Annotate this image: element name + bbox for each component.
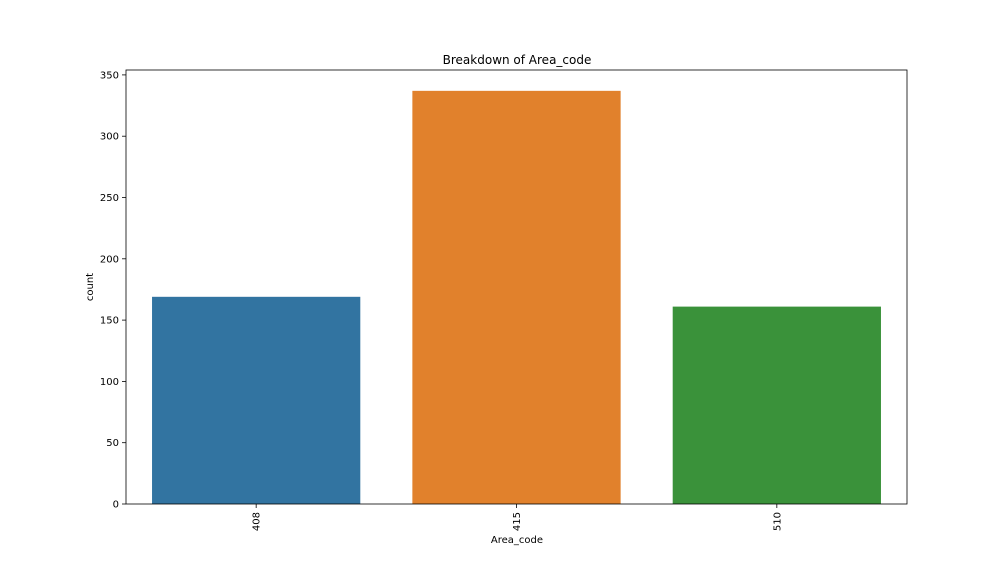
x-tick-label: 510 xyxy=(772,512,783,531)
y-tick-label: 300 xyxy=(100,132,119,143)
y-tick-label: 350 xyxy=(100,70,119,81)
y-tick-label: 50 xyxy=(106,438,119,449)
chart-title: Breakdown of Area_code xyxy=(443,53,592,67)
plot-frame xyxy=(125,69,908,505)
y-tick-label: 0 xyxy=(113,500,119,511)
y-tick-label: 250 xyxy=(100,193,119,204)
bar-510 xyxy=(672,306,881,504)
bars-group xyxy=(152,90,881,505)
y-axis: 0 50 100 150 200 250 300 350 xyxy=(100,70,126,511)
bar-415 xyxy=(412,90,621,505)
x-tick-label: 415 xyxy=(512,512,523,531)
bar-408 xyxy=(152,296,361,504)
x-tick-label: 408 xyxy=(252,512,263,531)
y-axis-label: count xyxy=(85,273,96,301)
y-tick-label: 150 xyxy=(100,316,119,327)
y-tick-label: 100 xyxy=(100,377,119,388)
x-axis-label: Area_code xyxy=(491,535,543,546)
y-tick-label: 200 xyxy=(100,254,119,265)
x-axis: 408 415 510 xyxy=(252,504,783,531)
